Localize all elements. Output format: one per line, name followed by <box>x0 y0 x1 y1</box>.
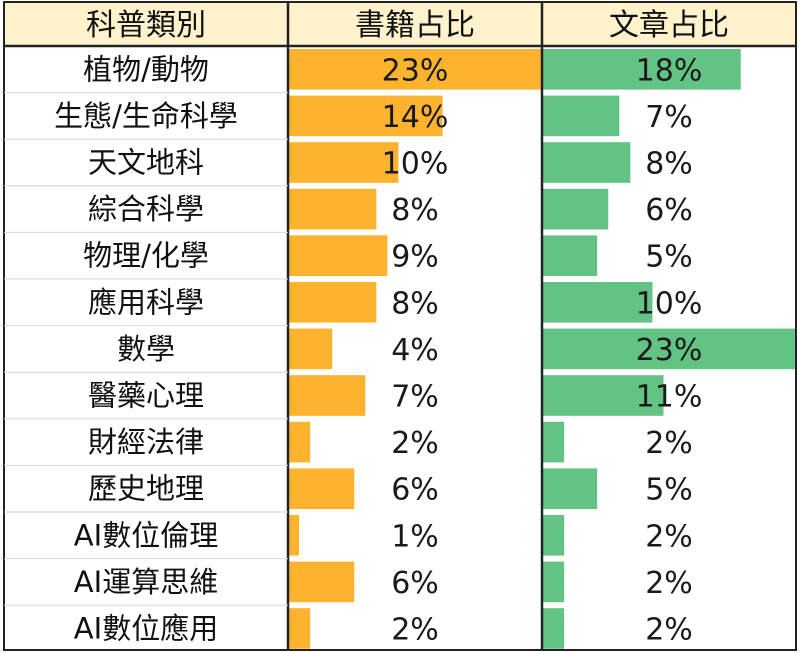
table-row: 物理/化學 9% 5% <box>83 235 693 276</box>
articles-value-label: 2% <box>645 426 693 461</box>
category-label: 天文地科 <box>88 146 204 180</box>
books-bar <box>289 328 333 370</box>
books-value-label: 9% <box>391 240 439 275</box>
books-value-label: 2% <box>391 613 439 648</box>
articles-bar <box>543 328 796 370</box>
category-label: AI數位應用 <box>74 612 218 646</box>
category-label: 數學 <box>117 332 175 366</box>
table-row: AI數位應用 2% 2% <box>74 608 693 649</box>
books-value-label: 8% <box>391 193 439 228</box>
category-label: 醫藥心理 <box>88 379 204 413</box>
books-bar <box>289 421 311 463</box>
books-value-label: 14% <box>382 100 449 135</box>
category-label: 財經法律 <box>88 425 204 459</box>
articles-value-label: 5% <box>645 473 693 508</box>
articles-bar <box>543 515 565 556</box>
table-row: 應用科學 8% 10% <box>88 282 702 323</box>
category-label: 歷史地理 <box>88 472 204 506</box>
table-rows: 植物/動物 23% 18% 生態/生命科學 14% 7% 天文地科 10% 8% 綜合科學 8% 6%… <box>54 49 796 649</box>
books-bar <box>289 468 355 509</box>
articles-value-label: 7% <box>645 100 693 135</box>
category-label: 植物/動物 <box>83 52 209 86</box>
articles-value-label: 2% <box>645 566 693 601</box>
books-bar <box>289 375 366 416</box>
table-row: AI數位倫理 1% 2% <box>74 515 693 556</box>
header-category: 科普類別 <box>86 8 206 43</box>
books-value-label: 1% <box>391 519 439 554</box>
books-bar <box>289 235 388 276</box>
books-value-label: 6% <box>391 566 439 601</box>
category-label: AI運算思維 <box>74 565 218 599</box>
books-value-label: 4% <box>391 333 439 368</box>
articles-value-label: 2% <box>645 519 693 554</box>
table-row: 醫藥心理 7% 11% <box>88 375 702 416</box>
table-row: 植物/動物 23% 18% <box>83 49 741 90</box>
books-bar <box>289 561 355 603</box>
articles-value-label: 18% <box>636 53 703 88</box>
articles-bar <box>543 468 598 509</box>
table-row: 數學 4% 23% <box>117 328 796 370</box>
books-bar <box>289 282 377 323</box>
articles-bar <box>543 142 631 183</box>
articles-bar <box>543 421 565 463</box>
books-bar <box>289 515 300 556</box>
books-value-label: 8% <box>391 286 439 321</box>
category-label: 物理/化學 <box>83 239 209 273</box>
books-bar <box>289 608 311 649</box>
articles-bar <box>543 561 565 603</box>
articles-value-label: 10% <box>636 286 703 321</box>
table-row: 綜合科學 8% 6% <box>88 188 693 230</box>
table-row: AI運算思維 6% 2% <box>74 561 693 603</box>
articles-value-label: 6% <box>645 193 693 228</box>
category-label: 綜合科學 <box>88 192 204 226</box>
articles-value-label: 8% <box>645 147 693 182</box>
table-row: 歷史地理 6% 5% <box>88 468 693 509</box>
articles-value-label: 23% <box>636 333 703 368</box>
books-bar <box>289 49 542 90</box>
books-value-label: 10% <box>382 147 449 182</box>
books-value-label: 7% <box>391 380 439 415</box>
articles-bar <box>543 375 664 416</box>
books-bar <box>289 95 443 137</box>
books-value-label: 23% <box>382 53 449 88</box>
category-label: 應用科學 <box>88 285 204 319</box>
grid-lines <box>3 1 797 651</box>
header-background <box>4 2 796 46</box>
header-books: 書籍占比 <box>355 8 475 43</box>
books-value-label: 6% <box>391 473 439 508</box>
articles-bar <box>543 188 609 230</box>
table-row: 生態/生命科學 14% 7% <box>54 95 693 137</box>
articles-bar <box>543 235 598 276</box>
books-bar <box>289 142 399 183</box>
table-row: 天文地科 10% 8% <box>88 142 693 183</box>
articles-value-label: 11% <box>636 380 703 415</box>
articles-bar <box>543 49 741 90</box>
header-articles: 文章占比 <box>609 8 729 43</box>
articles-value-label: 5% <box>645 240 693 275</box>
header-row: 科普類別 書籍占比 文章占比 <box>4 2 796 46</box>
books-value-label: 2% <box>391 426 439 461</box>
table-row: 財經法律 2% 2% <box>88 421 693 463</box>
articles-value-label: 2% <box>645 613 693 648</box>
articles-bar <box>543 282 653 323</box>
category-label: AI數位倫理 <box>74 518 218 552</box>
articles-bar <box>543 608 565 649</box>
books-bar <box>289 188 377 230</box>
articles-bar <box>543 95 620 137</box>
category-label: 生態/生命科學 <box>54 99 238 133</box>
